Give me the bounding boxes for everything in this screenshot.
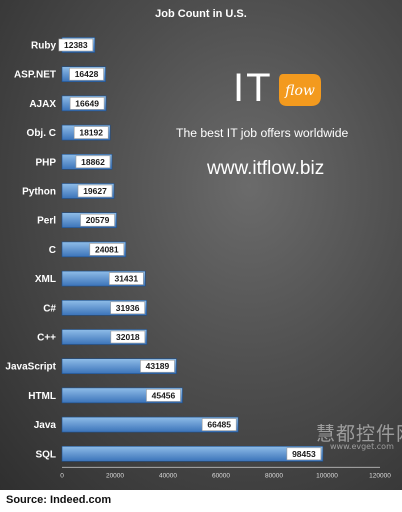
category-label: SQL — [35, 449, 56, 460]
data-label-box — [69, 97, 105, 110]
data-label: 98453 — [292, 449, 316, 459]
category-label: Ruby — [31, 41, 56, 52]
data-label-box — [58, 38, 94, 52]
x-tick-label: 80000 — [265, 472, 283, 479]
x-tick-label: 120000 — [369, 472, 391, 479]
x-tick-label: 0 — [60, 472, 64, 479]
data-label: 66485 — [207, 420, 231, 430]
data-label: 16649 — [75, 98, 99, 108]
category-label: C — [49, 245, 56, 256]
category-label: C# — [43, 303, 56, 314]
category-label: HTML — [28, 391, 56, 402]
data-label: 18192 — [79, 128, 103, 138]
x-axis: 0 20000 40000 60000 80000 100000 120000 — [60, 466, 391, 479]
data-label-box — [80, 213, 115, 227]
chart-panel: Job Count in U.S. Ruby 12383 ASP.NET 16428 A… — [0, 0, 402, 490]
data-label-box — [201, 418, 237, 431]
data-label: 32018 — [116, 332, 140, 342]
category-label: Java — [34, 420, 57, 431]
data-label-box — [286, 447, 322, 461]
data-label: 16428 — [75, 69, 99, 79]
data-label-box — [146, 389, 181, 402]
data-label: 31936 — [116, 303, 140, 313]
data-label: 45456 — [152, 390, 176, 400]
data-label: 24081 — [95, 244, 119, 254]
data-label-box — [89, 243, 125, 256]
itflow-logo-text: IT — [233, 66, 273, 110]
category-label: PHP — [35, 157, 56, 168]
category-label: ASP.NET — [14, 70, 56, 81]
data-label-box — [110, 301, 145, 315]
category-label: JavaScript — [5, 362, 56, 373]
data-label-box — [77, 184, 113, 198]
x-tick-label: 100000 — [316, 472, 338, 479]
data-label: 12383 — [64, 40, 88, 50]
data-label-box — [73, 126, 109, 139]
data-label-box — [108, 272, 144, 285]
category-label: Python — [22, 187, 56, 198]
bar — [61, 416, 239, 433]
data-label: 31431 — [114, 274, 138, 284]
bars-layer: Ruby 12383 ASP.NET 16428 AJAX 16649 Obj. C 1819… — [5, 37, 324, 462]
data-label-box — [75, 155, 111, 169]
itflow-logo-badge-text: flow — [284, 83, 315, 99]
category-label: C++ — [37, 333, 56, 344]
x-tick-label: 60000 — [212, 472, 230, 479]
category-label: Obj. C — [27, 128, 56, 139]
data-label-box — [140, 359, 175, 373]
itflow-logo-badge: flow — [279, 74, 321, 106]
tagline: The best IT job offers worldwide — [176, 126, 349, 140]
data-label: 20579 — [86, 215, 110, 225]
data-label-box — [110, 330, 146, 344]
chart-title: Job Count in U.S. — [155, 8, 247, 20]
website-url: www.itflow.biz — [207, 158, 325, 179]
category-label: Perl — [37, 216, 56, 227]
data-label-box — [69, 67, 104, 81]
data-label: 19627 — [83, 186, 107, 196]
data-label: 18862 — [81, 157, 105, 167]
bar-chart: Job Count in U.S. Ruby 12383 ASP.NET 16428 A… — [5, 8, 392, 480]
x-tick-label: 40000 — [159, 472, 177, 479]
watermark-text: 慧都控件网 — [316, 423, 402, 445]
watermark-url: www.evget.com — [330, 442, 394, 451]
source-note: Source: Indeed.com — [6, 494, 112, 506]
x-tick-label: 20000 — [106, 472, 124, 479]
data-label: 43189 — [146, 361, 170, 371]
category-label: AJAX — [29, 99, 56, 110]
bar — [61, 445, 324, 462]
category-label: XML — [35, 274, 56, 285]
